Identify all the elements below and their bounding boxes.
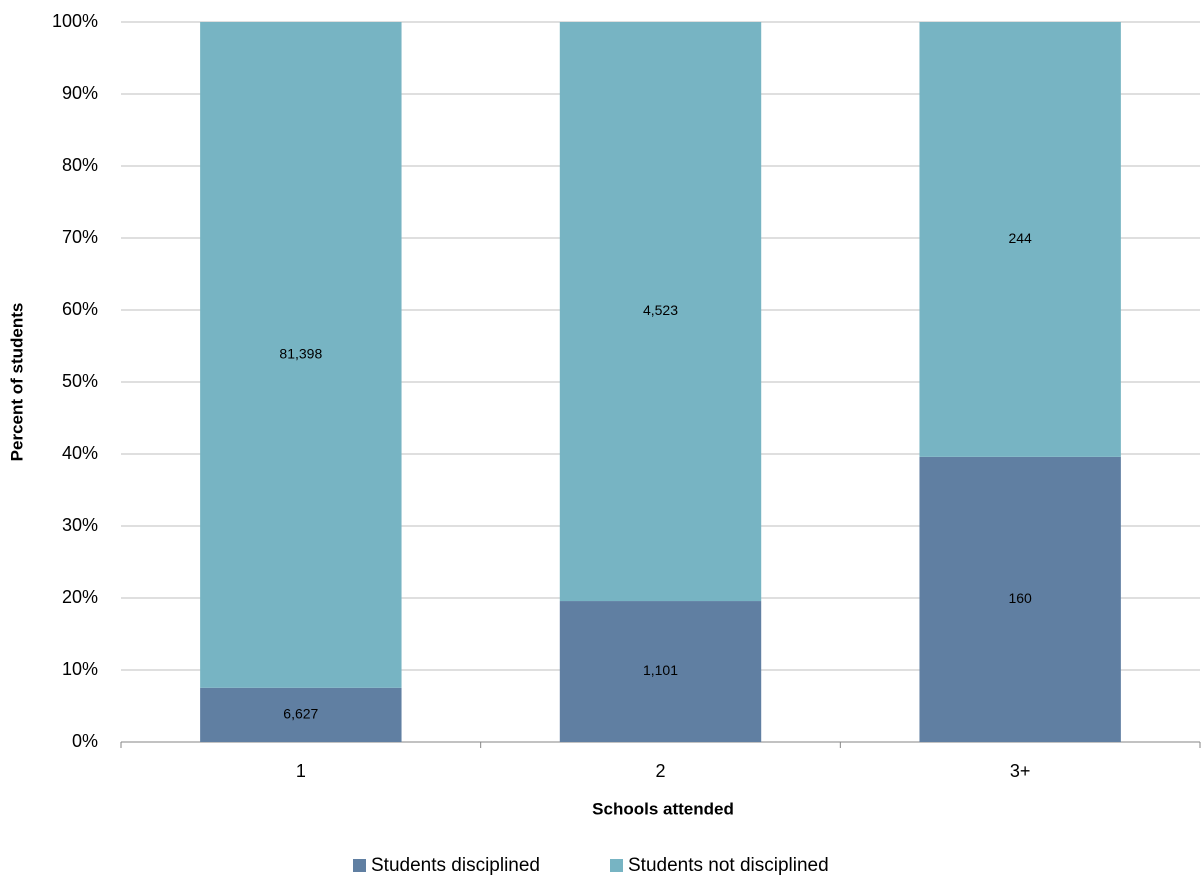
bar-segment xyxy=(200,687,402,742)
data-label: 244 xyxy=(1008,230,1032,246)
bar-segment xyxy=(559,601,762,742)
data-label: 1,101 xyxy=(643,662,678,678)
bar-segment xyxy=(559,22,762,602)
y-tick-label: 40% xyxy=(62,443,98,463)
y-tick-label: 20% xyxy=(62,587,98,607)
bar-segment xyxy=(919,456,1121,742)
data-label: 4,523 xyxy=(643,302,678,318)
y-axis-label: Percent of students xyxy=(7,303,26,462)
y-tick-label: 70% xyxy=(62,227,98,247)
y-tick-label: 60% xyxy=(62,299,98,319)
y-tick-label: 100% xyxy=(52,11,98,31)
y-tick-label: 90% xyxy=(62,83,98,103)
legend-swatch xyxy=(610,859,623,872)
x-tick-label: 2 xyxy=(655,761,665,781)
data-label: 160 xyxy=(1008,590,1032,606)
y-tick-label: 10% xyxy=(62,659,98,679)
data-label: 81,398 xyxy=(279,346,322,362)
legend-label: Students not disciplined xyxy=(628,855,829,876)
x-tick-label: 1 xyxy=(296,761,306,781)
bar-segment xyxy=(919,22,1121,457)
x-axis-label: Schools attended xyxy=(592,799,734,818)
y-tick-label: 50% xyxy=(62,371,98,391)
y-tick-label: 0% xyxy=(72,731,98,751)
bar-segment xyxy=(200,22,402,688)
y-tick-label: 30% xyxy=(62,515,98,535)
data-label: 6,627 xyxy=(283,706,318,722)
legend-label: Students disciplined xyxy=(371,855,540,876)
x-tick-label: 3+ xyxy=(1010,761,1031,781)
y-tick-label: 80% xyxy=(62,155,98,175)
legend-swatch xyxy=(353,859,366,872)
